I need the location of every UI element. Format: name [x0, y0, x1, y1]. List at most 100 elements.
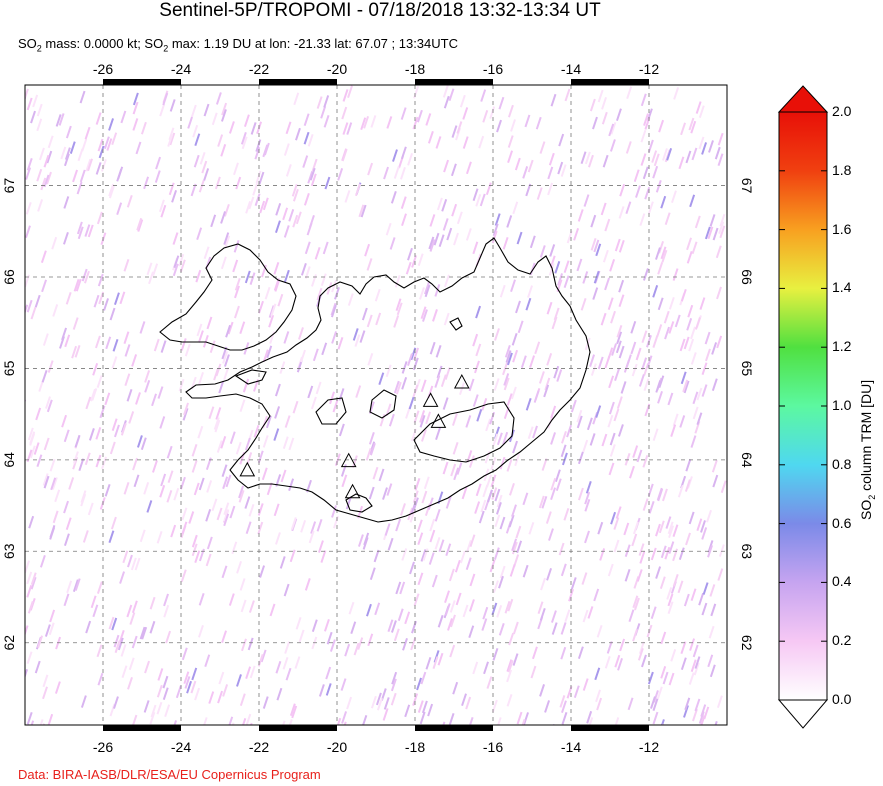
noise-streak [25, 674, 26, 678]
noise-streak [25, 167, 32, 180]
noise-streak [698, 136, 705, 150]
noise-streak [491, 602, 498, 616]
noise-streak [650, 547, 657, 561]
noise-streak [220, 143, 227, 157]
noise-streak [104, 392, 111, 406]
noise-streak [544, 377, 551, 391]
noise-streak [131, 600, 138, 614]
noise-streak [257, 450, 264, 464]
lake-1 [315, 397, 347, 425]
noise-streak [234, 278, 241, 291]
noise-streak [96, 375, 103, 388]
noise-streak [635, 185, 641, 198]
noise-streak [309, 167, 316, 181]
noise-streak [148, 271, 154, 285]
noise-streak [165, 630, 172, 644]
noise-streak [172, 232, 179, 245]
noise-streak [710, 603, 717, 617]
noise-streak [400, 146, 407, 160]
noise-streak [275, 532, 281, 545]
noise-streak [462, 136, 469, 149]
noise-streak [242, 717, 247, 725]
noise-streak [99, 405, 106, 419]
noise-streak [261, 467, 268, 481]
noise-streak [76, 221, 83, 235]
noise-streak [215, 363, 222, 377]
noise-streak [51, 477, 58, 490]
noise-streak [475, 343, 482, 357]
noise-streak [255, 170, 262, 184]
noise-streak [111, 617, 118, 631]
noise-streak [323, 95, 330, 108]
noise-streak [563, 260, 570, 274]
noise-streak [385, 364, 392, 378]
noise-streak [388, 413, 395, 427]
noise-streak [456, 211, 463, 225]
noise-streak [283, 331, 290, 344]
noise-streak [143, 700, 150, 713]
noise-streak [672, 548, 679, 562]
noise-streak [245, 666, 252, 680]
lake-2 [369, 389, 397, 419]
noise-streak [685, 532, 691, 546]
iceland-coastline [159, 237, 591, 523]
noise-streak [68, 477, 75, 490]
noise-streak [666, 148, 673, 161]
noise-streak [392, 149, 398, 162]
noise-streak [95, 454, 102, 468]
noise-streak [66, 580, 73, 594]
noise-streak [512, 440, 519, 454]
noise-streak [223, 232, 230, 245]
noise-streak [342, 122, 349, 135]
noise-streak [33, 442, 40, 455]
noise-streak [169, 99, 176, 112]
noise-streak [550, 487, 557, 501]
noise-streak [507, 104, 514, 118]
noise-streak [482, 606, 489, 620]
noise-streak [525, 297, 532, 311]
noise-streak [714, 146, 721, 160]
noise-streak [614, 717, 620, 725]
volcano-triangle [340, 452, 357, 468]
colorbar-title: SO2 column TRM [DU] [858, 380, 877, 520]
noise-streak [417, 253, 424, 266]
noise-streak [404, 704, 411, 718]
lon-label-bottom: -24 [171, 739, 191, 755]
noise-streak [292, 188, 299, 202]
noise-streak [72, 317, 79, 330]
noise-streak [489, 106, 496, 119]
noise-streak [702, 582, 709, 595]
noise-streak [508, 632, 515, 646]
noise-streak [647, 671, 654, 685]
noise-streak [619, 183, 626, 197]
noise-streak [47, 713, 54, 725]
noise-streak [259, 565, 266, 578]
noise-streak [601, 96, 607, 110]
noise-streak [103, 298, 109, 311]
noise-streak [270, 303, 277, 317]
noise-streak [505, 350, 512, 363]
noise-streak [521, 719, 526, 725]
noise-streak [539, 607, 546, 621]
noise-streak [34, 660, 41, 674]
noise-streak [709, 584, 716, 597]
noise-streak [304, 266, 311, 279]
noise-streak [530, 665, 537, 679]
noise-streak [492, 433, 499, 447]
noise-streak [524, 114, 531, 128]
noise-streak [354, 334, 361, 347]
lat-label-right: 66 [739, 269, 755, 285]
noise-streak [686, 237, 692, 251]
noise-streak [34, 294, 41, 308]
noise-streak [648, 500, 655, 514]
noise-streak [290, 517, 297, 530]
noise-streak [157, 386, 164, 399]
noise-streak [465, 228, 472, 241]
noise-streak [48, 622, 55, 636]
noise-streak [522, 564, 529, 578]
noise-streak [330, 304, 337, 318]
noise-streak [650, 606, 657, 619]
colorbar-max-arrow [777, 85, 829, 113]
noise-streak [324, 176, 331, 190]
noise-streak [306, 222, 313, 236]
